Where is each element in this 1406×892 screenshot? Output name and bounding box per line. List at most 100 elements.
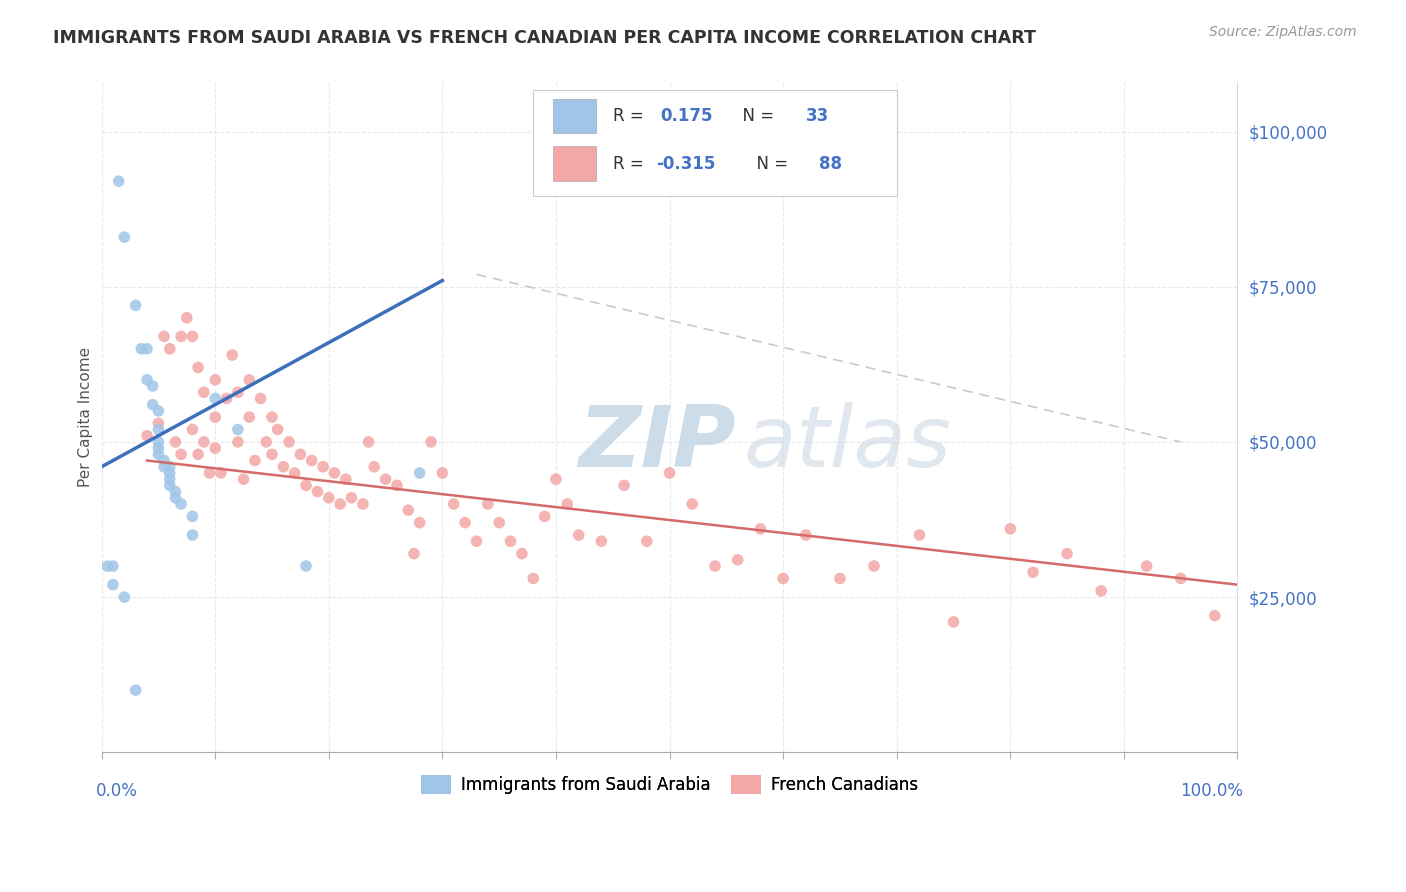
Point	[142, 398, 165, 412]
Text: 100.0%: 100.0%	[1180, 782, 1243, 800]
Point	[193, 385, 215, 400]
Text: -0.315: -0.315	[657, 154, 716, 173]
Point	[278, 434, 301, 449]
Point	[443, 497, 465, 511]
FancyBboxPatch shape	[553, 99, 596, 134]
Point	[238, 410, 260, 425]
Point	[204, 392, 226, 406]
Point	[465, 534, 488, 549]
Point	[243, 453, 266, 467]
Point	[159, 459, 181, 474]
Text: Source: ZipAtlas.com: Source: ZipAtlas.com	[1209, 25, 1357, 39]
Point	[340, 491, 363, 505]
Point	[266, 423, 288, 437]
Point	[1056, 547, 1078, 561]
Point	[454, 516, 477, 530]
Text: 33: 33	[806, 107, 830, 125]
Point	[477, 497, 499, 511]
Point	[254, 434, 277, 449]
Point	[159, 466, 181, 480]
Point	[318, 491, 340, 505]
Point	[221, 348, 243, 362]
Point	[295, 559, 318, 574]
Point	[329, 497, 352, 511]
Point	[209, 466, 232, 480]
Text: 0.0%: 0.0%	[96, 782, 138, 800]
Point	[238, 373, 260, 387]
Point	[148, 434, 170, 449]
Point	[402, 547, 425, 561]
Point	[148, 417, 170, 431]
Point	[187, 447, 209, 461]
Point	[307, 484, 329, 499]
Point	[198, 466, 221, 480]
Point	[181, 509, 204, 524]
Point	[125, 298, 148, 312]
Point	[142, 379, 165, 393]
Point	[636, 534, 658, 549]
Point	[232, 472, 254, 486]
Point	[363, 459, 385, 474]
Point	[555, 497, 578, 511]
Point	[335, 472, 357, 486]
Point	[204, 441, 226, 455]
Point	[408, 466, 430, 480]
Point	[1090, 583, 1112, 598]
Point	[510, 547, 533, 561]
Point	[432, 466, 454, 480]
Point	[101, 577, 124, 591]
Point	[148, 404, 170, 418]
Point	[681, 497, 703, 511]
Point	[136, 428, 159, 442]
Point	[312, 459, 335, 474]
Point	[284, 466, 307, 480]
Point	[385, 478, 408, 492]
Text: 0.175: 0.175	[661, 107, 713, 125]
Point	[187, 360, 209, 375]
Point	[260, 410, 283, 425]
Point	[357, 434, 380, 449]
Point	[544, 472, 567, 486]
Point	[273, 459, 295, 474]
Point	[159, 478, 181, 492]
Point	[658, 466, 681, 480]
FancyBboxPatch shape	[533, 90, 897, 196]
Point	[96, 559, 118, 574]
Point	[159, 472, 181, 486]
Point	[591, 534, 613, 549]
Point	[165, 484, 187, 499]
Point	[1136, 559, 1159, 574]
Point	[125, 683, 148, 698]
Point	[107, 174, 129, 188]
Point	[136, 342, 159, 356]
Point	[159, 342, 181, 356]
Y-axis label: Per Capita Income: Per Capita Income	[79, 347, 93, 487]
Point	[170, 329, 193, 343]
Point	[295, 478, 318, 492]
Point	[153, 329, 176, 343]
Point	[533, 509, 555, 524]
Point	[908, 528, 931, 542]
Point	[170, 447, 193, 461]
Text: atlas: atlas	[744, 402, 952, 485]
Point	[488, 516, 510, 530]
Point	[522, 572, 544, 586]
Point	[704, 559, 727, 574]
Point	[204, 410, 226, 425]
Point	[136, 373, 159, 387]
Point	[204, 373, 226, 387]
Point	[101, 559, 124, 574]
Point	[226, 423, 249, 437]
Text: N =: N =	[733, 107, 779, 125]
Point	[499, 534, 522, 549]
Point	[260, 447, 283, 461]
Point	[181, 423, 204, 437]
Point	[828, 572, 851, 586]
Point	[226, 434, 249, 449]
Point	[374, 472, 396, 486]
Point	[942, 615, 965, 629]
Point	[1204, 608, 1226, 623]
Text: IMMIGRANTS FROM SAUDI ARABIA VS FRENCH CANADIAN PER CAPITA INCOME CORRELATION CH: IMMIGRANTS FROM SAUDI ARABIA VS FRENCH C…	[53, 29, 1036, 46]
Point	[301, 453, 323, 467]
Point	[323, 466, 346, 480]
